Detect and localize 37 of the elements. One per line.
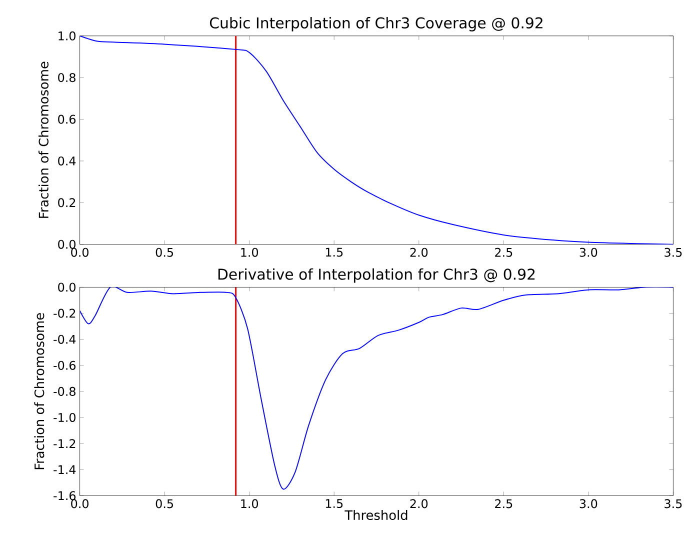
y-tick-label: -0.8 xyxy=(54,387,76,396)
x-tick-label: 1.0 xyxy=(241,499,258,508)
x-tick-label: 0.5 xyxy=(156,499,174,508)
x-tick-label: 1.5 xyxy=(326,248,343,257)
x-tick-label: 3.0 xyxy=(580,499,598,508)
y-tick-label: -0.2 xyxy=(54,308,76,318)
chart-title: Cubic Interpolation of Chr3 Coverage @ 0.92 xyxy=(210,17,542,32)
y-tick-label: 0.6 xyxy=(58,114,76,124)
y-tick-label: -1.2 xyxy=(54,439,76,448)
x-tick-label: 3.0 xyxy=(580,248,598,258)
y-tick-label: 0.0 xyxy=(58,240,76,250)
y-tick-label: 0.4 xyxy=(58,156,76,166)
y-tick-label: 0.8 xyxy=(58,73,76,82)
y-tick-label: -1.4 xyxy=(54,465,76,474)
x-tick-label: 0.0 xyxy=(71,499,88,508)
y-tick-label: -1.0 xyxy=(54,413,76,422)
x-tick-label: 0.0 xyxy=(71,248,88,258)
x-tick-label: 3.5 xyxy=(664,499,682,508)
y-tick-label: -1.6 xyxy=(54,491,76,500)
x-axis-title: Threshold xyxy=(344,510,408,520)
x-tick-label: 1.0 xyxy=(241,248,258,258)
x-tick-label: 3.5 xyxy=(664,248,682,258)
x-tick-label: 2.0 xyxy=(410,248,428,258)
x-tick-label: 1.5 xyxy=(326,499,343,508)
chart-title: Derivative of Interpolation for Chr3 @ 0.92 xyxy=(218,268,535,283)
y-tick-label: -0.6 xyxy=(54,361,76,370)
y-tick-label: 0.0 xyxy=(58,282,76,292)
y-tick-label: 0.2 xyxy=(58,198,76,208)
x-tick-label: 0.5 xyxy=(156,248,174,258)
x-tick-label: 2.5 xyxy=(495,499,512,508)
y-axis-title: Fraction of Chromosome xyxy=(34,313,44,470)
x-tick-label: 2.5 xyxy=(495,248,512,258)
y-tick-label: 1.0 xyxy=(58,32,76,41)
x-tick-label: 2.0 xyxy=(410,499,428,508)
line-series xyxy=(80,36,674,245)
y-tick-label: -0.4 xyxy=(54,335,76,344)
y-axis-title: Fraction of Chromosome xyxy=(38,62,49,218)
